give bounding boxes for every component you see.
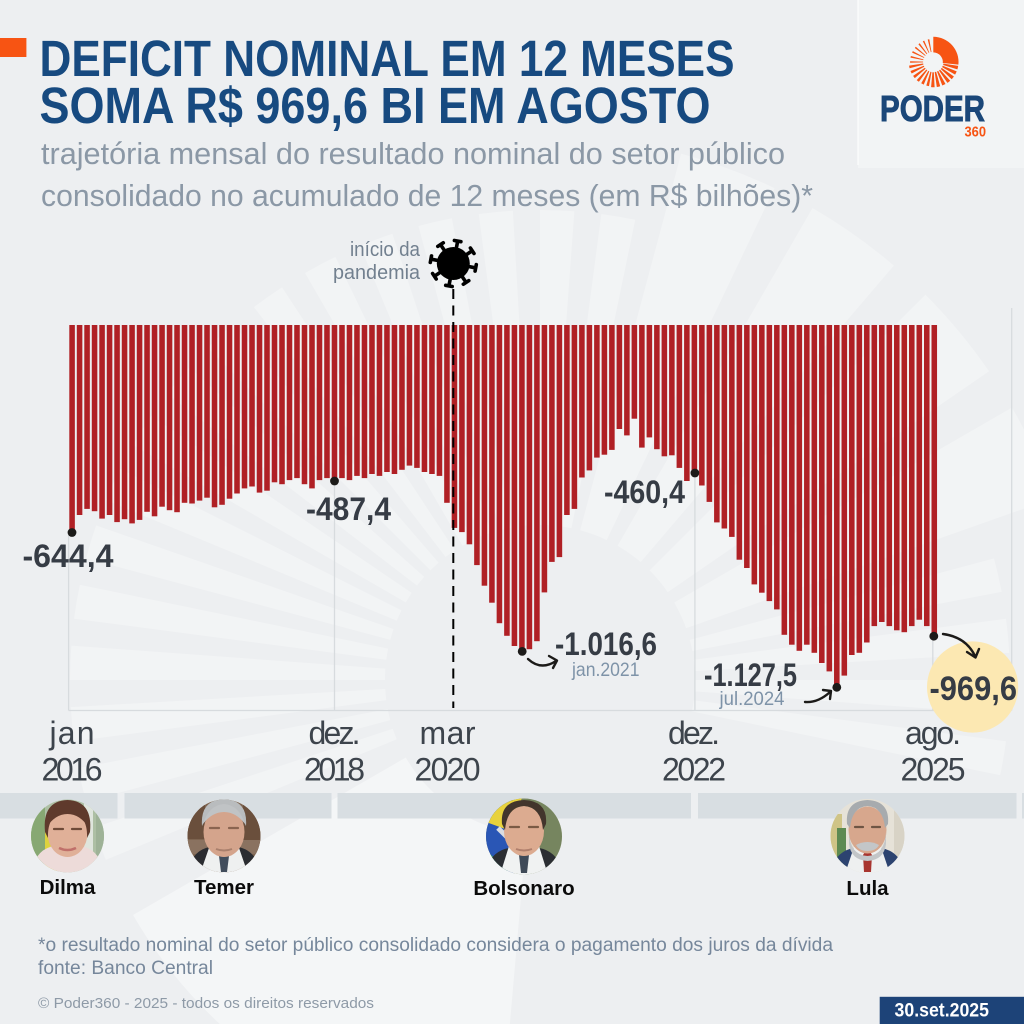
- svg-text:30.set.2025: 30.set.2025: [895, 1001, 990, 1022]
- svg-text:jan.2021: jan.2021: [571, 659, 639, 681]
- svg-text:2022: 2022: [662, 752, 726, 788]
- svg-text:jan: jan: [49, 715, 95, 751]
- svg-text:2020: 2020: [415, 752, 481, 788]
- svg-text:-1.127,5: -1.127,5: [704, 657, 797, 693]
- svg-text:DEFICIT NOMINAL EM 12 MESES: DEFICIT NOMINAL EM 12 MESES: [40, 30, 735, 87]
- svg-text:-487,4: -487,4: [306, 491, 391, 527]
- svg-text:Dilma: Dilma: [40, 876, 96, 899]
- svg-text:Bolsonaro: Bolsonaro: [473, 877, 574, 900]
- svg-text:SOMA R$ 969,6 BI EM AGOSTO: SOMA R$ 969,6 BI EM AGOSTO: [40, 77, 711, 134]
- svg-text:© Poder360 - 2025 - todos os d: © Poder360 - 2025 - todos os direitos re…: [38, 995, 374, 1012]
- svg-text:PODER: PODER: [880, 88, 985, 129]
- svg-text:-969,6: -969,6: [930, 670, 1018, 708]
- svg-text:*o resultado nominal do setor: *o resultado nominal do setor público co…: [38, 935, 833, 956]
- svg-text:fonte: Banco Central: fonte: Banco Central: [38, 958, 213, 979]
- svg-text:2025: 2025: [901, 752, 966, 788]
- svg-text:trajetória mensal do resultado: trajetória mensal do resultado nominal d…: [41, 137, 785, 171]
- svg-text:jul.2024: jul.2024: [719, 688, 785, 710]
- svg-text:-1.016,6: -1.016,6: [555, 626, 657, 662]
- svg-text:Temer: Temer: [194, 876, 254, 899]
- svg-text:dez.: dez.: [668, 715, 720, 751]
- svg-text:início da: início da: [350, 239, 421, 261]
- svg-text:Lula: Lula: [846, 877, 889, 900]
- svg-text:dez.: dez.: [309, 715, 361, 751]
- svg-text:mar: mar: [420, 715, 476, 751]
- svg-text:-644,4: -644,4: [23, 538, 114, 574]
- svg-text:2018: 2018: [304, 752, 365, 788]
- svg-text:-460,4: -460,4: [604, 474, 685, 510]
- svg-text:360: 360: [965, 124, 987, 141]
- svg-text:pandemia: pandemia: [333, 262, 421, 284]
- svg-text:consolidado no acumulado de 12: consolidado no acumulado de 12 meses (em…: [41, 179, 813, 213]
- svg-text:2016: 2016: [42, 752, 103, 788]
- svg-text:ago.: ago.: [905, 715, 961, 751]
